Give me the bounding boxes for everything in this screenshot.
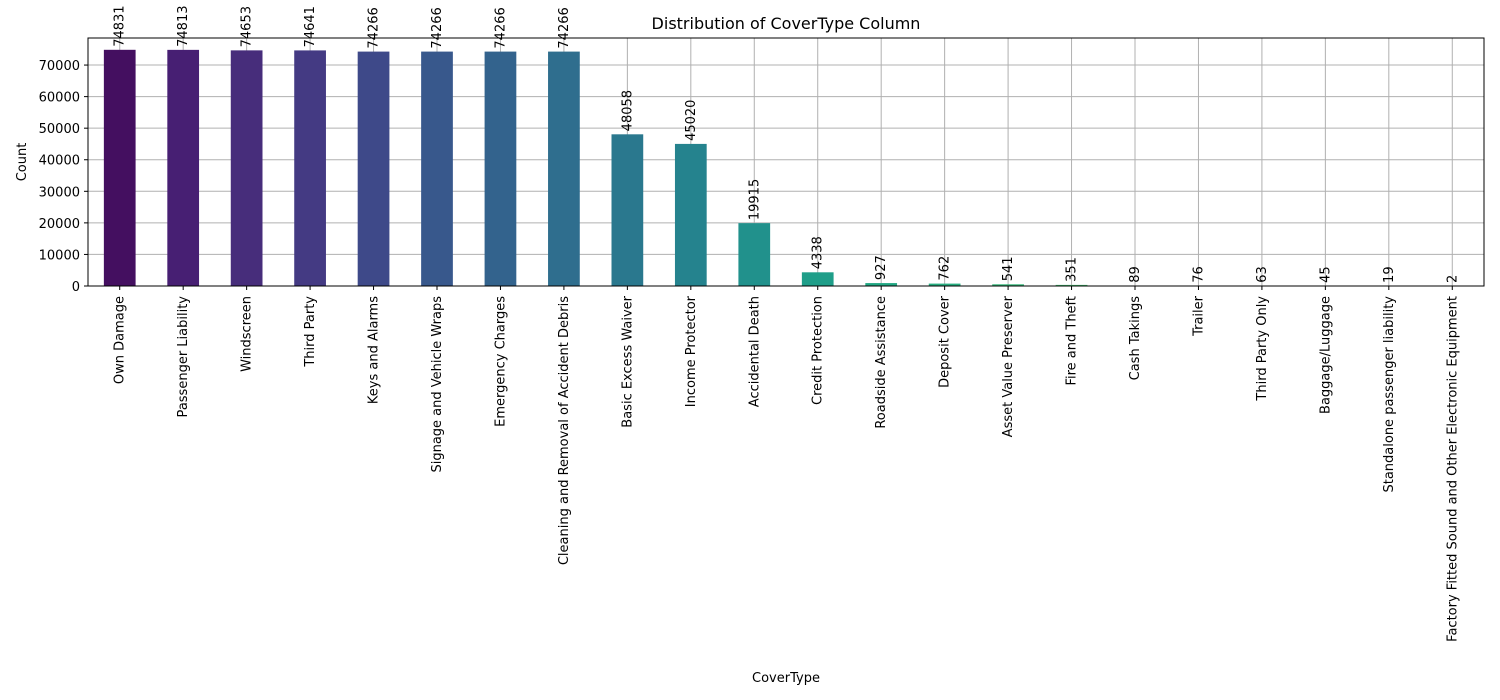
x-tick-label: Cash Takings [1128,296,1143,381]
data-label: 74266 [367,7,382,48]
x-tick-label: Credit Protection [811,296,826,405]
y-tick-label: 30000 [39,185,80,200]
x-tick-label: Signage and Vehicle Wraps [430,296,445,473]
y-tick-label: 10000 [39,248,80,263]
data-label: 541 [1001,256,1016,281]
x-tick-label: Cleaning and Removal of Accident Debris [557,296,572,565]
bar [167,49,200,286]
bar [548,51,580,286]
data-labels: 74831 74813 74653 74641 74266 74266 74266 74266… [113,5,1461,283]
bar [738,223,771,286]
data-label: 74653 [240,6,255,47]
bar [992,284,1024,286]
x-tick-label: Windscreen [240,296,255,372]
x-tick-label: Keys and Alarms [367,296,382,404]
data-label: 74831 [113,5,128,46]
x-tick-label: Fire and Theft [1065,296,1080,386]
data-label: 45 [1318,266,1333,283]
y-tick-label: 50000 [39,122,80,137]
y-tick-label: 60000 [39,91,80,106]
x-tick-label: Roadside Assistance [874,296,889,429]
bar [294,50,326,286]
data-label: 19 [1382,266,1397,283]
data-label: 48058 [620,90,635,131]
data-label: 74266 [493,7,508,48]
y-axis-ticks: 0 10000 20000 30000 40000 50000 60000 70000 [39,59,88,295]
bar [928,283,961,286]
plot-frame [87,37,1485,287]
x-tick-label: Third Party [303,296,318,368]
x-tick-label: Basic Excess Waiver [620,295,635,427]
bar [674,143,707,286]
bar [484,51,517,286]
x-tick-label: Deposit Cover [938,295,953,388]
y-tick-label: 0 [72,280,80,295]
x-tick-label: Passenger Liability [176,296,191,418]
x-axis-label: CoverType [752,671,820,686]
bar [611,134,644,286]
bar [801,272,834,286]
bar [103,49,136,287]
y-tick-label: 20000 [39,217,80,232]
x-tick-label: Trailer [1191,295,1206,337]
data-label: 2 [1445,275,1460,283]
data-label: 74813 [176,6,191,47]
data-label: 76 [1191,266,1206,283]
x-tick-label: Baggage/Luggage [1318,296,1333,414]
y-tick-label: 70000 [39,59,80,74]
data-label: 4338 [811,236,826,269]
bar [357,51,390,286]
x-tick-label: Own Damage [113,296,128,384]
data-label: 762 [938,256,953,281]
data-label: 89 [1128,266,1143,283]
y-tick-label: 40000 [39,154,80,169]
data-label: 74266 [557,7,572,48]
bar [1055,284,1088,286]
x-tick-label: Third Party Only [1255,296,1270,402]
chart-title: Distribution of CoverType Column [652,14,921,33]
y-axis-label: Count [15,143,30,182]
bar [421,51,453,286]
data-label: 74641 [303,6,318,47]
bar [865,283,898,286]
data-label: 45020 [684,100,699,141]
x-tick-label: Accidental Death [747,296,762,407]
bar [230,50,263,287]
x-tick-label: Income Protector [684,295,699,407]
x-tick-label: Emergency Charges [493,296,508,427]
data-label: 63 [1255,266,1270,283]
data-label: 927 [874,255,889,280]
x-tick-label: Asset Value Preserver [1001,295,1016,437]
x-tick-label: Factory Fitted Sound and Other Electroni… [1445,296,1460,642]
data-label: 74266 [430,7,445,48]
bars [103,49,1469,287]
x-axis-ticks: Own Damage Passenger Liability Windscreen T… [113,286,1460,642]
data-label: 19915 [747,179,762,220]
data-label: 351 [1065,257,1080,282]
x-tick-label: Standalone passenger liability [1382,296,1397,493]
